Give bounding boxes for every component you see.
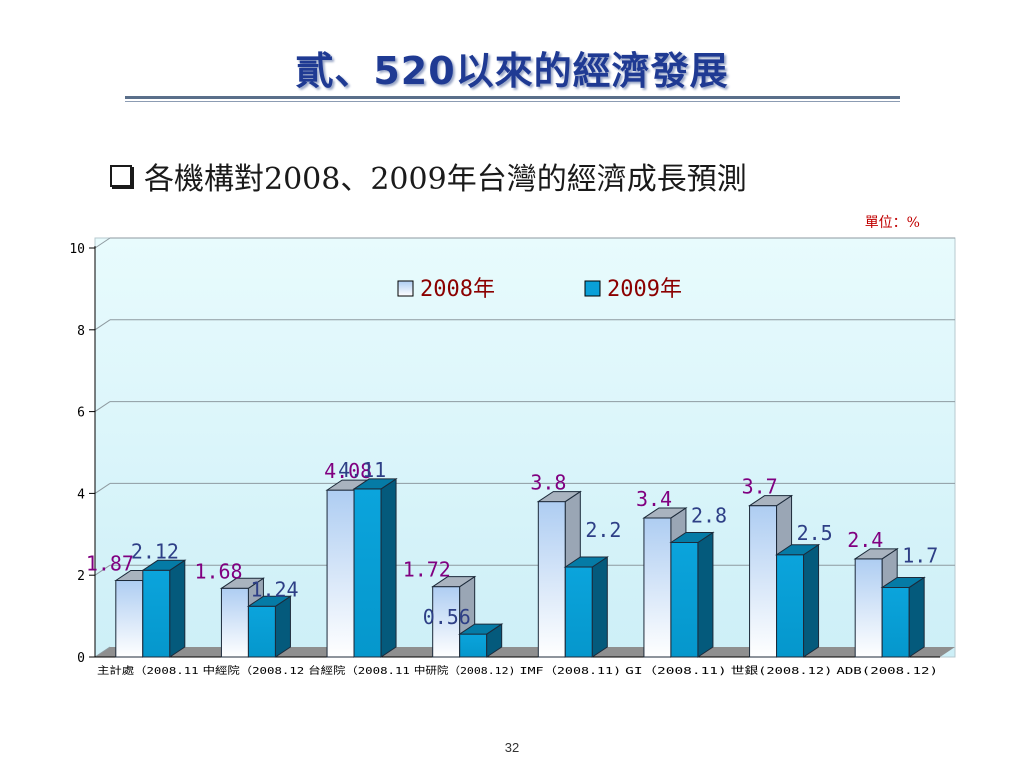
- gridline-diagonal: [94, 646, 111, 658]
- data-label-2008: 1.87: [86, 552, 134, 576]
- x-tick-label: 中經院（2008.12: [203, 664, 305, 677]
- bar-top: [563, 556, 609, 568]
- bar-side: [380, 477, 397, 658]
- legend-label-2008: 2008年: [420, 277, 495, 302]
- title-divider-thin: [125, 101, 900, 102]
- bar-side: [908, 576, 925, 658]
- data-label-2008: 3.8: [530, 471, 566, 495]
- bar-top: [219, 577, 266, 589]
- data-label-2008: 2.4: [847, 528, 883, 552]
- bar-side: [803, 543, 820, 658]
- x-tick-label: 台經院（2008.11: [308, 664, 410, 677]
- bar-side: [169, 559, 186, 658]
- gridline-diagonal: [94, 319, 111, 331]
- page-number: 32: [504, 740, 520, 755]
- bar-2008: [115, 580, 144, 658]
- gridline-diagonal: [94, 564, 111, 576]
- data-label-2009: 1.24: [250, 577, 298, 601]
- data-label-2008: 3.7: [742, 475, 778, 499]
- data-label-2009: 1.7: [902, 543, 938, 567]
- bar-top: [536, 491, 582, 503]
- x-tick-label: GI（2008.11): [625, 665, 727, 677]
- data-label-2009: 2.5: [797, 521, 833, 545]
- bar-top: [141, 559, 187, 571]
- bar-top: [774, 544, 821, 556]
- data-label-2009: 2.8: [691, 503, 727, 527]
- bar-top: [747, 495, 794, 507]
- data-label-2009: 2.12: [131, 539, 179, 563]
- x-tick-label: 世銀(2008.12): [731, 664, 833, 677]
- checkbox-bullet-icon: [110, 165, 132, 187]
- y-tick-label: 4: [77, 487, 85, 502]
- plot-floor: [95, 647, 955, 657]
- data-label-2009: 2.2: [585, 518, 621, 542]
- y-tick-label: 2: [77, 569, 85, 584]
- subtitle: 各機構對2008、2009年台灣的經濟成長預測: [110, 156, 747, 197]
- bar-2008: [537, 501, 566, 658]
- bar-top: [352, 478, 398, 490]
- y-tick-label: 6: [77, 406, 85, 421]
- bar-2008: [326, 489, 355, 658]
- data-label-2008: 4.08: [324, 459, 372, 483]
- bar-chart: 0 2 4 6 8 10 1.872.12 主計處（2008.11 1.68 1.24 中經院（20…: [69, 237, 956, 677]
- bar-side: [697, 531, 714, 658]
- legend-label-2009: 2009年: [607, 277, 682, 302]
- x-tick-label: 中研院（2008.12): [414, 664, 516, 677]
- unit-label: 單位：%: [864, 215, 920, 231]
- bar-side: [274, 595, 291, 658]
- bar-top: [458, 623, 504, 635]
- bar-2009: [670, 541, 699, 658]
- y-tick-label: 0: [77, 651, 85, 666]
- title-divider: [125, 96, 900, 99]
- bar-top: [246, 595, 293, 607]
- bar-2009: [247, 605, 276, 658]
- bar-side: [591, 556, 608, 658]
- data-label-2008: 1.68: [194, 559, 242, 583]
- bar-2008: [643, 517, 672, 658]
- bar-top: [431, 576, 477, 588]
- bar-top: [642, 507, 688, 519]
- bar-2008: [220, 587, 249, 658]
- x-tick-label: 主計處（2008.11: [97, 664, 199, 677]
- data-label-2008: 1.72: [403, 558, 451, 582]
- bar-top: [880, 576, 926, 588]
- data-label-2008: 3.4: [636, 487, 672, 511]
- legend-swatch-2009: [584, 280, 601, 297]
- x-tick-label: IMF（2008.11): [520, 665, 622, 677]
- bar-2009: [881, 586, 910, 658]
- x-tick-label: ADB(2008.12): [836, 666, 938, 677]
- bar-2009: [564, 566, 593, 658]
- bar-2008: [749, 505, 778, 658]
- bar-2009: [142, 569, 171, 658]
- gridline-diagonal: [94, 401, 111, 413]
- legend-swatch-2008: [397, 280, 414, 297]
- gridline-diagonal: [94, 482, 111, 494]
- y-tick-label: 8: [77, 324, 85, 339]
- slide-title: 貳、520以來的經濟發展: [295, 49, 729, 93]
- bar-2009: [353, 488, 382, 658]
- gridline-diagonal: [94, 237, 111, 249]
- bar-2009: [459, 633, 488, 658]
- subtitle-text: 各機構對2008、2009年台灣的經濟成長預測: [144, 162, 747, 197]
- bar-2008: [854, 558, 883, 658]
- bar-top: [853, 548, 899, 560]
- y-tick-label: 10: [69, 242, 85, 257]
- data-label-2009: 4.11: [338, 458, 386, 482]
- data-label-2009: 0.56: [423, 605, 471, 629]
- bar-top: [669, 531, 715, 543]
- bar-2009: [776, 554, 805, 658]
